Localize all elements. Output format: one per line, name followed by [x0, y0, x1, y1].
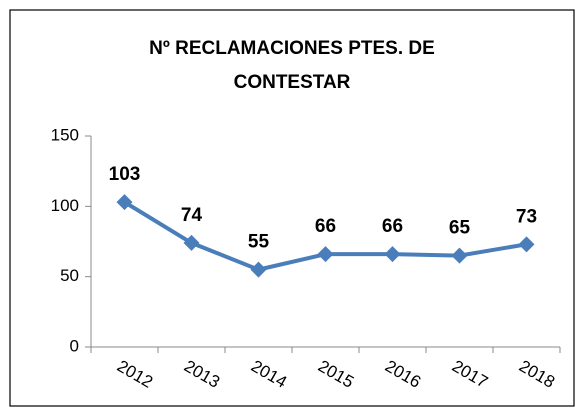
point [183, 234, 200, 251]
point [317, 246, 334, 263]
data-label: 73 [516, 206, 537, 227]
y-tick-label: 100 [51, 196, 79, 215]
point [518, 236, 535, 253]
y-tick-label: 0 [70, 336, 79, 355]
chart-title: Nº RECLAMACIONES PTES. DE CONTESTAR [149, 38, 435, 93]
data-label: 103 [109, 164, 141, 185]
point [250, 261, 267, 278]
data-label: 66 [315, 216, 336, 237]
data-label: 74 [181, 205, 203, 226]
y-tick-label: 50 [60, 266, 79, 285]
point [116, 194, 133, 211]
data-label: 55 [248, 232, 270, 253]
y-tick-label: 150 [51, 125, 79, 144]
data-label: 65 [449, 218, 471, 239]
data-label: 66 [382, 216, 403, 237]
chart-border [9, 9, 575, 407]
point [451, 247, 468, 264]
point [384, 246, 401, 263]
